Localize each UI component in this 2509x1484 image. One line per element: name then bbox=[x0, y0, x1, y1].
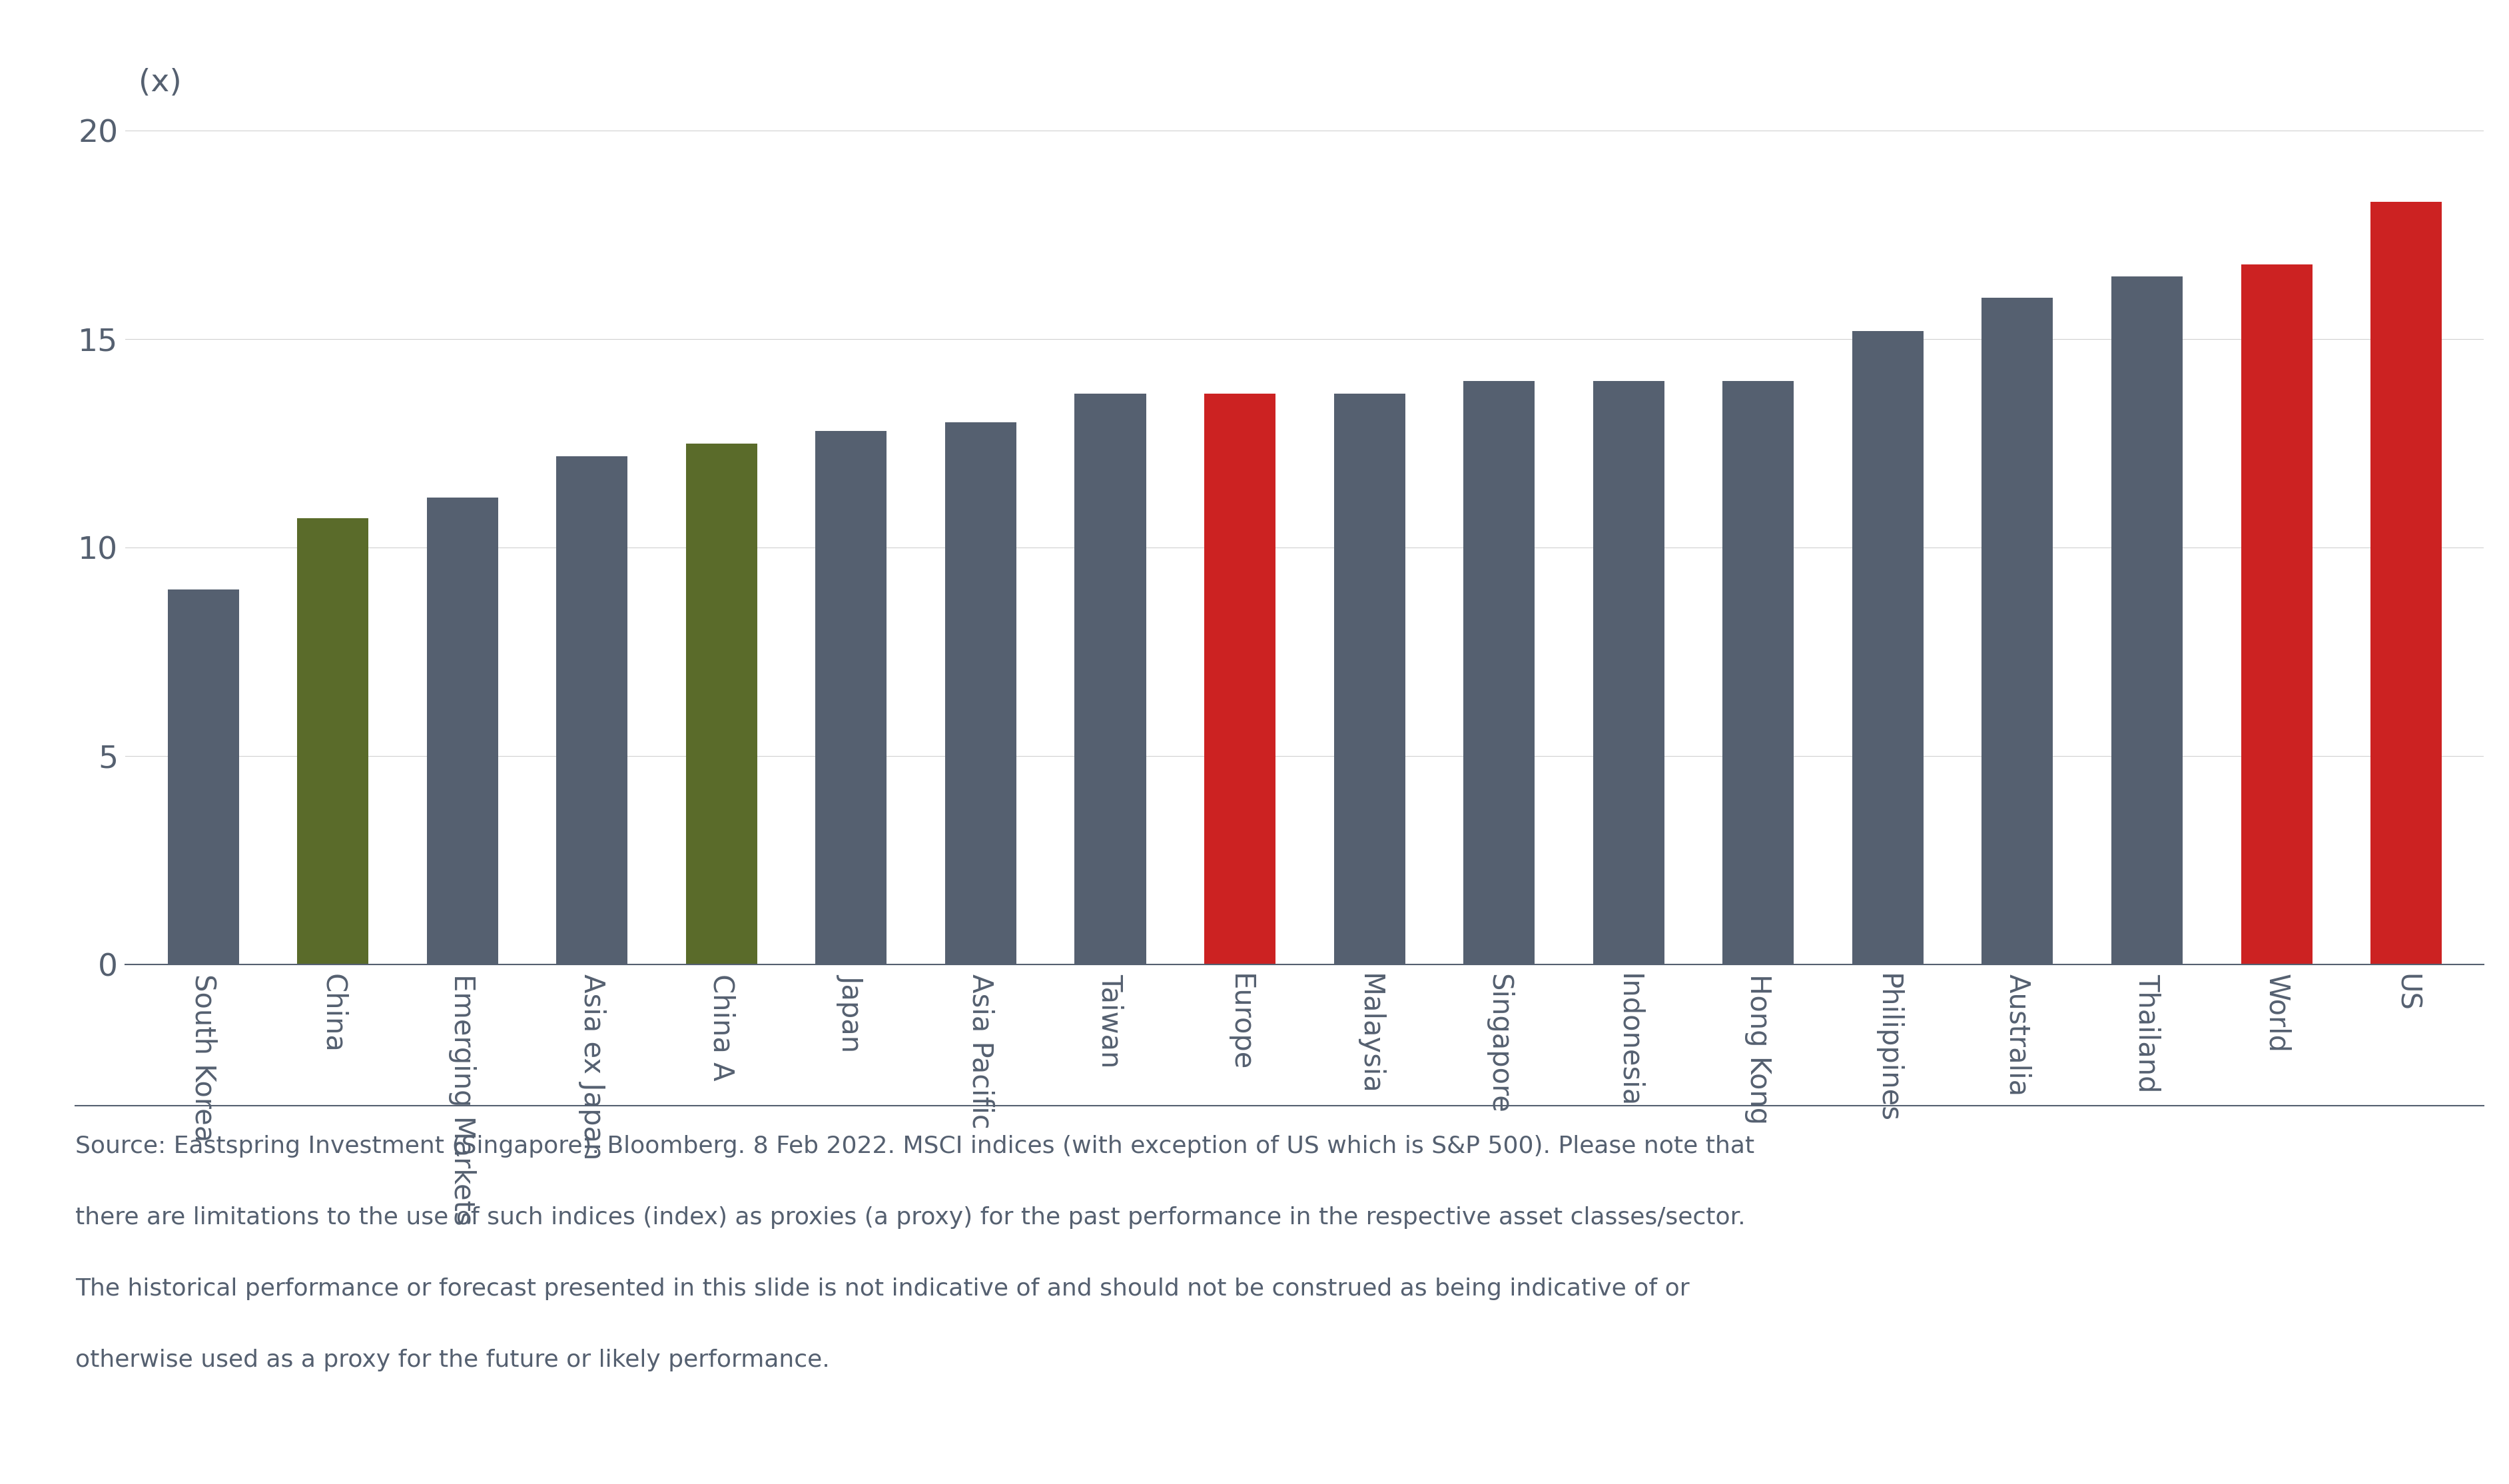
Bar bbox=[1204, 393, 1275, 965]
Text: The historical performance or forecast presented in this slide is not indicative: The historical performance or forecast p… bbox=[75, 1278, 1689, 1300]
Bar bbox=[1982, 297, 2052, 965]
Bar bbox=[1335, 393, 1405, 965]
Bar bbox=[296, 518, 369, 965]
Text: otherwise used as a proxy for the future or likely performance.: otherwise used as a proxy for the future… bbox=[75, 1349, 830, 1371]
Bar bbox=[427, 497, 497, 965]
Bar bbox=[1724, 381, 1794, 965]
Bar bbox=[2113, 276, 2183, 965]
Bar bbox=[1463, 381, 1536, 965]
Bar bbox=[685, 444, 758, 965]
Bar bbox=[168, 589, 238, 965]
Bar bbox=[815, 430, 886, 965]
Text: Source: Eastspring Investment (Singapore). Bloomberg. 8 Feb 2022. MSCI indices (: Source: Eastspring Investment (Singapore… bbox=[75, 1135, 1754, 1158]
Bar bbox=[1074, 393, 1147, 965]
Text: there are limitations to the use of such indices (index) as proxies (a proxy) fo: there are limitations to the use of such… bbox=[75, 1206, 1746, 1229]
Bar bbox=[2241, 264, 2313, 965]
Bar bbox=[1593, 381, 1663, 965]
Bar bbox=[2371, 202, 2441, 965]
Bar bbox=[1852, 331, 1924, 965]
Text: (x): (x) bbox=[138, 67, 181, 98]
Bar bbox=[557, 456, 627, 965]
Bar bbox=[946, 423, 1016, 965]
